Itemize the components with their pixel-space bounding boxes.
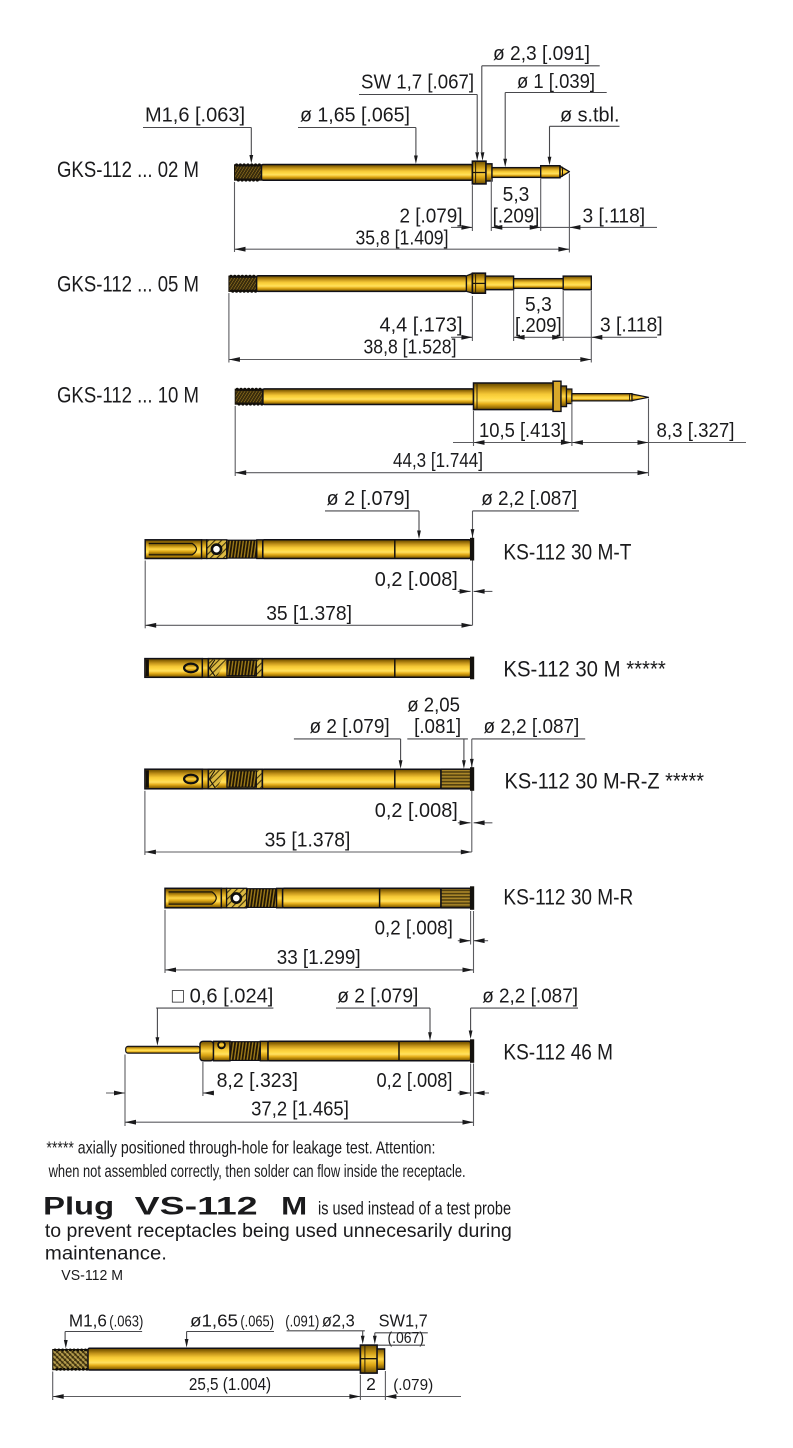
- svg-text:35 [1.378]: 35 [1.378]: [266, 602, 352, 625]
- svg-text:25,5 (1.004): 25,5 (1.004): [189, 1374, 271, 1394]
- svg-text:[.081]: [.081]: [414, 715, 461, 738]
- svg-text:(.079): (.079): [393, 1377, 433, 1394]
- svg-text:is used instead of a test prob: is used instead of a test probe: [318, 1198, 511, 1219]
- svg-text:ø 2,2 [.087]: ø 2,2 [.087]: [484, 715, 580, 738]
- svg-text:[.209]: [.209]: [493, 204, 540, 227]
- svg-text:ø 2 [.079]: ø 2 [.079]: [337, 984, 418, 1007]
- svg-text:KS-112 30 M-R: KS-112 30 M-R: [503, 884, 633, 909]
- svg-text:(.091): (.091): [285, 1314, 319, 1331]
- svg-text:(.067): (.067): [388, 1330, 425, 1347]
- svg-text:0,2 [.008]: 0,2 [.008]: [377, 1069, 453, 1092]
- svg-text:4,4 [.173]: 4,4 [.173]: [380, 314, 463, 337]
- svg-text:ø 1 [.039]: ø 1 [.039]: [517, 70, 595, 93]
- svg-text:ø 2,2 [.087]: ø 2,2 [.087]: [481, 487, 577, 510]
- svg-text:ø2,3: ø2,3: [322, 1311, 355, 1331]
- svg-text:when not assembled correctly,: when not assembled correctly, then solde…: [48, 1161, 466, 1181]
- svg-text:0,2 [.008]: 0,2 [.008]: [375, 799, 458, 822]
- svg-text:ø 2,2 [.087]: ø 2,2 [.087]: [482, 984, 578, 1007]
- svg-text:ø 2,3 [.091]: ø 2,3 [.091]: [493, 42, 590, 65]
- svg-text:35,8 [1.409]: 35,8 [1.409]: [356, 226, 449, 249]
- svg-text:maintenance.: maintenance.: [45, 1243, 167, 1264]
- svg-text:KS-112 30 M *****: KS-112 30 M *****: [503, 656, 666, 681]
- svg-text:44,3 [1.744]: 44,3 [1.744]: [393, 449, 483, 472]
- svg-text:(.063): (.063): [109, 1314, 143, 1331]
- svg-text:8,3 [.327]: 8,3 [.327]: [657, 419, 735, 442]
- svg-text:33 [1.299]: 33 [1.299]: [277, 946, 361, 969]
- svg-text:SW 1,7 [.067]: SW 1,7 [.067]: [361, 71, 474, 94]
- svg-text:VS-112 M: VS-112 M: [61, 1267, 123, 1284]
- svg-text:35 [1.378]: 35 [1.378]: [265, 828, 351, 851]
- svg-text:(.065): (.065): [240, 1314, 274, 1331]
- svg-text:ø 2 [.079]: ø 2 [.079]: [310, 715, 390, 738]
- svg-text:M1,6: M1,6: [69, 1311, 107, 1331]
- svg-text:5,3: 5,3: [503, 183, 530, 206]
- svg-text:GKS-112 ... 05 M: GKS-112 ... 05 M: [57, 271, 199, 296]
- svg-text:10,5 [.413]: 10,5 [.413]: [479, 419, 566, 442]
- svg-text:VS-112: VS-112: [135, 1193, 258, 1221]
- svg-text:0,2 [.008]: 0,2 [.008]: [375, 917, 453, 940]
- svg-text:KS-112 46 M: KS-112 46 M: [503, 1039, 613, 1064]
- svg-text:SW1,7: SW1,7: [379, 1311, 428, 1331]
- svg-text:ø s.tbl.: ø s.tbl.: [560, 104, 620, 127]
- svg-text:Plug: Plug: [43, 1193, 114, 1221]
- svg-text:KS-112 30 M-T: KS-112 30 M-T: [503, 540, 631, 565]
- svg-text:3 [.118]: 3 [.118]: [583, 204, 646, 227]
- svg-text:ø1,65: ø1,65: [190, 1311, 238, 1331]
- svg-text:2: 2: [366, 1374, 376, 1394]
- svg-text:to prevent receptacles being u: to prevent receptacles being used unnece…: [45, 1221, 512, 1242]
- svg-text:2 [.079]: 2 [.079]: [400, 204, 463, 227]
- svg-text:8,2 [.323]: 8,2 [.323]: [217, 1069, 298, 1092]
- svg-text:□ 0,6 [.024]: □ 0,6 [.024]: [172, 984, 274, 1007]
- svg-text:ø 1,65 [.065]: ø 1,65 [.065]: [300, 104, 410, 127]
- svg-text:38,8 [1.528]: 38,8 [1.528]: [364, 335, 457, 358]
- svg-text:ø 2,05: ø 2,05: [407, 694, 460, 717]
- svg-text:37,2 [1.465]: 37,2 [1.465]: [251, 1098, 349, 1121]
- svg-text:ø 2 [.079]: ø 2 [.079]: [327, 487, 411, 510]
- svg-text:***** axially positioned throu: ***** axially positioned through-hole fo…: [46, 1137, 435, 1157]
- svg-text:M: M: [281, 1193, 307, 1221]
- svg-text:3 [.118]: 3 [.118]: [600, 314, 663, 337]
- svg-text:5,3: 5,3: [525, 293, 552, 316]
- svg-text:M1,6 [.063]: M1,6 [.063]: [145, 104, 245, 127]
- svg-text:GKS-112 ... 02 M: GKS-112 ... 02 M: [57, 157, 199, 182]
- svg-text:[.209]: [.209]: [515, 314, 562, 337]
- svg-text:GKS-112 ... 10 M: GKS-112 ... 10 M: [57, 383, 199, 408]
- svg-text:KS-112 30 M-R-Z *****: KS-112 30 M-R-Z *****: [505, 769, 705, 794]
- svg-text:0,2 [.008]: 0,2 [.008]: [375, 568, 458, 591]
